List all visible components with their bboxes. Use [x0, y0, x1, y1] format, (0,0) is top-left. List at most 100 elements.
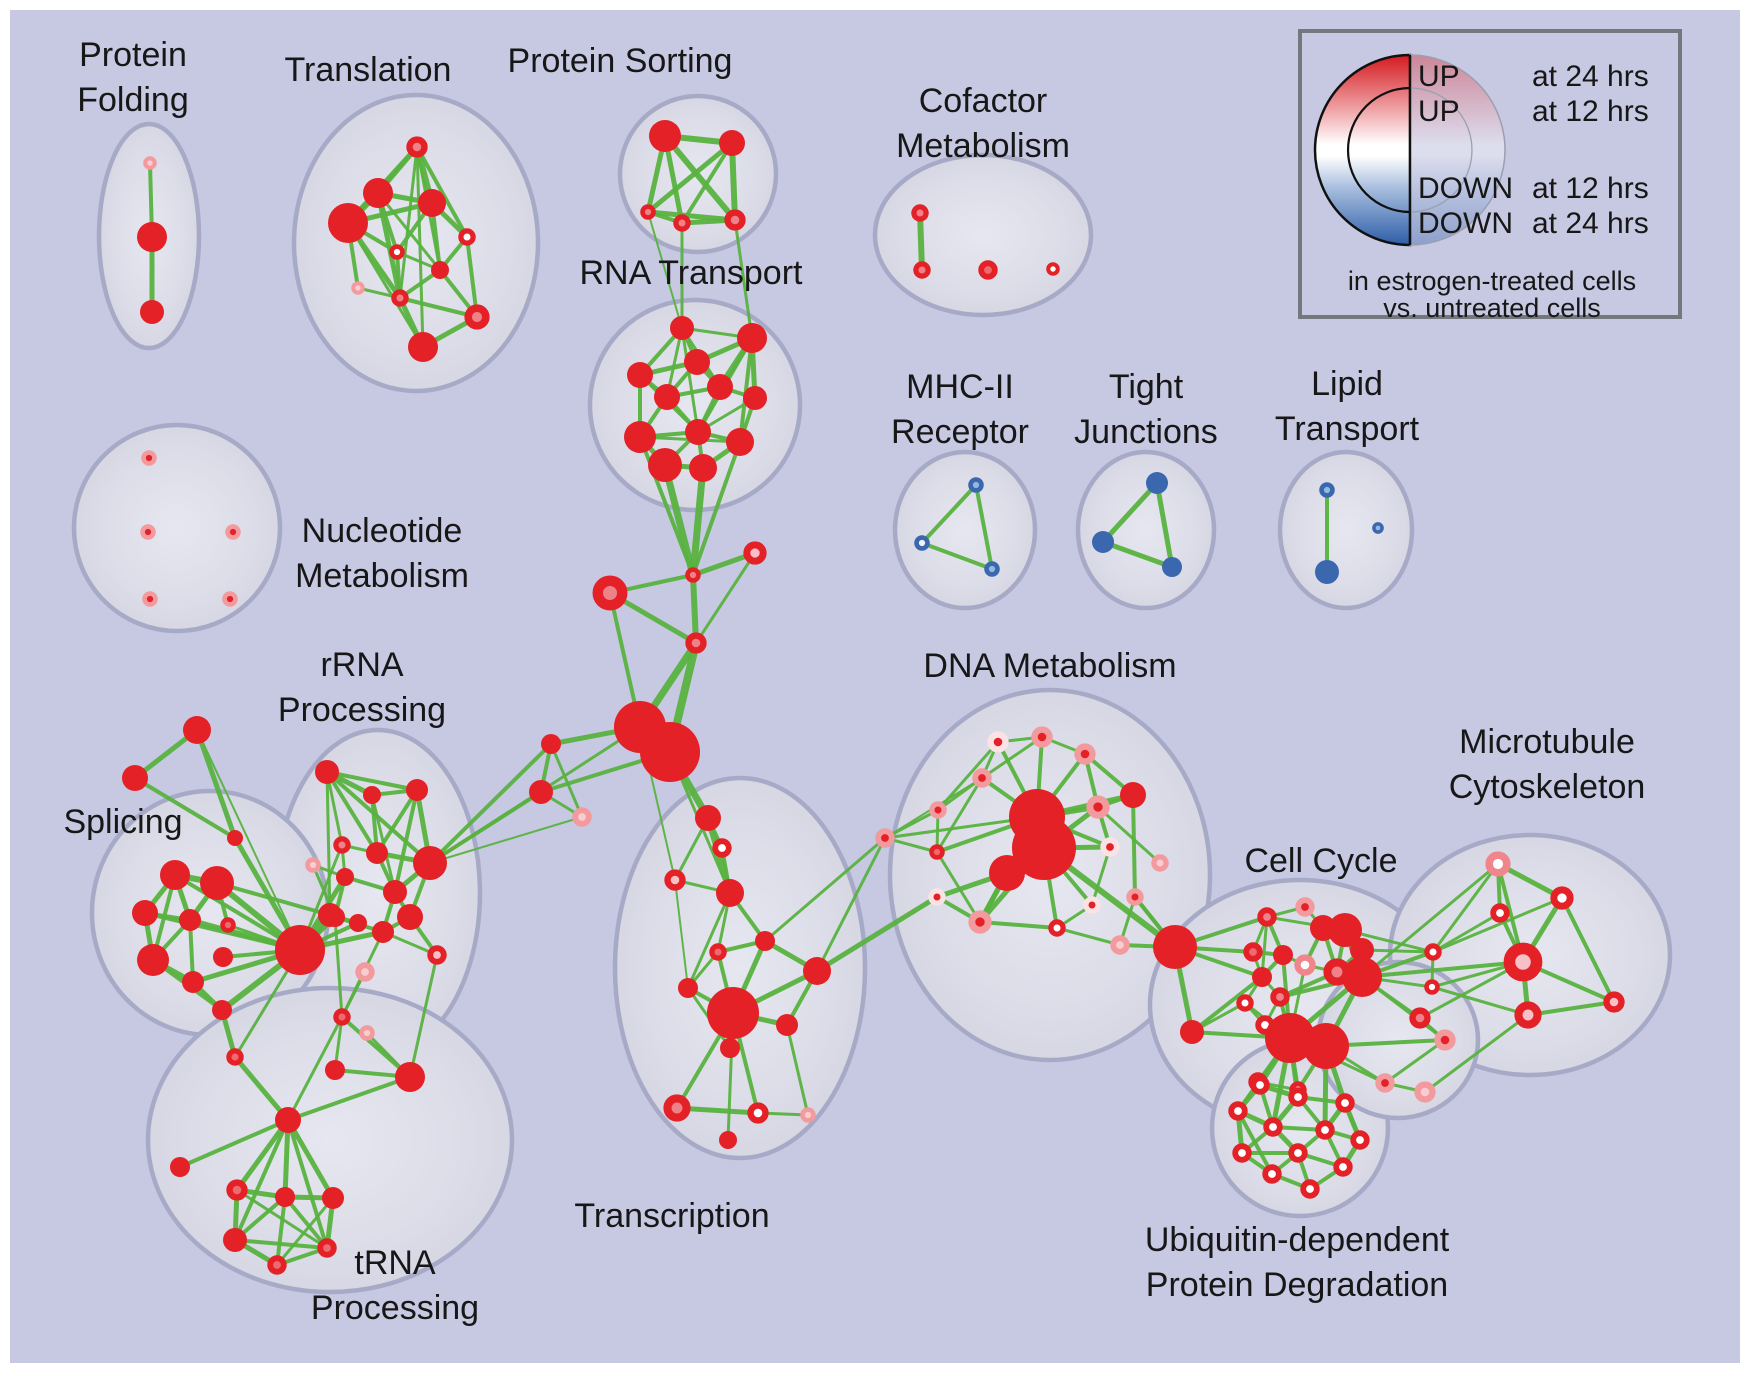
- network-node: [1012, 816, 1076, 880]
- network-edge: [815, 837, 887, 972]
- network-node: [226, 1179, 248, 1201]
- network-node: [275, 925, 325, 975]
- cluster-label-protein-sorting: Protein Sorting: [508, 42, 733, 80]
- network-node: [1257, 907, 1277, 927]
- network-node: [1414, 1081, 1436, 1103]
- node-layer: [122, 120, 1625, 1275]
- cluster-ellipse-lipid-transport: [1277, 449, 1415, 611]
- network-edge: [764, 836, 886, 943]
- cluster-ellipse-mhc-ii-receptor: [892, 449, 1038, 611]
- network-edge: [686, 892, 732, 989]
- cluster-label-cofactor-metabolism: Cofactor: [919, 82, 1048, 120]
- network-node: [140, 300, 164, 324]
- network-edge: [1431, 863, 1500, 953]
- network-node: [315, 760, 339, 784]
- network-edge: [785, 1024, 810, 1116]
- network-edge: [275, 1196, 287, 1266]
- network-node: [1236, 994, 1254, 1012]
- network-edge: [1096, 805, 1162, 865]
- network-edge: [935, 777, 984, 853]
- network-node: [987, 731, 1009, 753]
- network-node: [640, 204, 656, 220]
- network-edge: [1419, 960, 1524, 1020]
- network-node: [737, 323, 767, 353]
- network-node: [743, 541, 767, 565]
- network-node: [427, 945, 447, 965]
- network-node: [1252, 967, 1272, 987]
- network-node: [1303, 1023, 1349, 1069]
- network-edge: [680, 327, 700, 433]
- network-node: [1350, 938, 1374, 962]
- network-edge: [662, 134, 738, 222]
- cluster-label-lipid-transport: Transport: [1275, 410, 1420, 448]
- network-node: [685, 419, 711, 445]
- network-node: [349, 914, 367, 932]
- cluster-label-protein-folding: Folding: [77, 81, 189, 119]
- network-edge: [661, 464, 697, 576]
- network-node: [355, 962, 375, 982]
- network-node: [685, 567, 701, 583]
- network-edge: [133, 776, 237, 840]
- network-node: [689, 454, 717, 482]
- network-edge: [647, 211, 683, 329]
- network-edge: [691, 441, 742, 576]
- network-edge: [920, 483, 978, 545]
- network-node: [928, 888, 946, 906]
- network-node: [1228, 1101, 1248, 1121]
- network-node: [1243, 942, 1263, 962]
- network-node: [1083, 896, 1101, 914]
- network-node: [223, 1228, 247, 1252]
- network-node: [1295, 897, 1315, 917]
- legend-direction-label: DOWN: [1418, 207, 1513, 240]
- network-node: [212, 1000, 232, 1020]
- network-node: [1180, 1020, 1204, 1044]
- network-node: [914, 535, 930, 551]
- cluster-label-tight-junctions: Tight: [1109, 368, 1184, 406]
- network-edge: [1102, 539, 1173, 570]
- cluster-label-ubiquitin-dependent-protein-degradation: Protein Degradation: [1146, 1266, 1448, 1304]
- network-node: [372, 921, 394, 943]
- network-node: [1315, 560, 1339, 584]
- network-edge: [398, 146, 419, 299]
- network-node: [989, 855, 1025, 891]
- network-edge: [194, 729, 238, 839]
- network-edge: [286, 1016, 344, 1121]
- cluster-label-rrna-processing: rRNA: [320, 646, 403, 684]
- network-edge: [233, 1119, 290, 1241]
- cluster-label-trna-processing: Processing: [311, 1289, 479, 1327]
- network-node: [663, 1094, 691, 1122]
- legend-time-label: at 12 hrs: [1532, 95, 1649, 128]
- cluster-label-rrna-processing: Processing: [278, 691, 446, 729]
- legend-direction-label: UP: [1418, 60, 1460, 93]
- network-node: [755, 931, 775, 951]
- network-node: [776, 1014, 798, 1036]
- network-node: [1250, 1075, 1270, 1095]
- network-edge: [346, 222, 425, 348]
- network-edge: [179, 1118, 289, 1169]
- legend-time-label: at 12 hrs: [1532, 172, 1649, 205]
- network-node: [726, 428, 754, 456]
- network-node: [142, 591, 158, 607]
- cluster-label-nucleotide-metabolism: Nucleotide: [302, 512, 463, 550]
- network-node: [305, 857, 321, 873]
- network-node: [1409, 1007, 1431, 1029]
- network-node: [1342, 957, 1382, 997]
- network-node: [1074, 743, 1096, 765]
- network-node: [1120, 782, 1146, 808]
- network-node: [140, 524, 156, 540]
- cluster-label-splicing: Splicing: [63, 803, 182, 841]
- network-node: [408, 332, 438, 362]
- network-node: [684, 349, 710, 375]
- network-node: [624, 421, 656, 453]
- network-node: [747, 1102, 769, 1124]
- network-node: [183, 716, 211, 744]
- network-node: [1434, 1029, 1456, 1051]
- network-node: [275, 1107, 301, 1133]
- network-node: [1335, 1093, 1355, 1113]
- network-edge: [1424, 1013, 1529, 1094]
- network-node: [200, 866, 234, 900]
- cluster-label-translation: Translation: [285, 51, 452, 89]
- network-node: [1031, 726, 1053, 748]
- network-node: [222, 591, 238, 607]
